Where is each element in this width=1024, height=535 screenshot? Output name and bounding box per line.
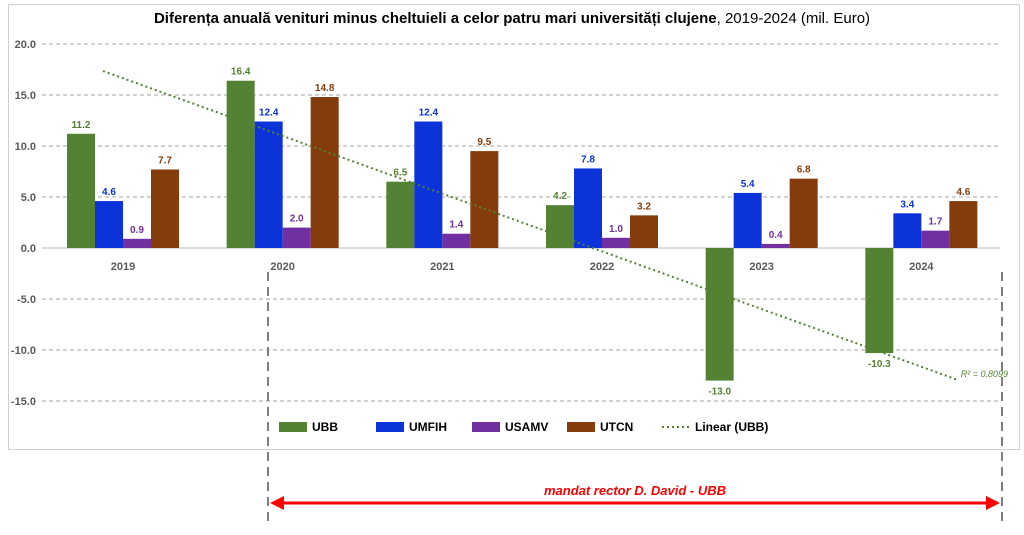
data-label-ubb-2019: 11.2 <box>72 120 91 131</box>
data-label-umfih-2022: 7.8 <box>581 154 595 165</box>
data-label-usamv-2024: 1.7 <box>928 217 942 228</box>
data-label-usamv-2022: 1.0 <box>609 224 623 235</box>
y-tick-label: 15.0 <box>15 90 36 102</box>
y-tick-label: -10.0 <box>11 345 36 357</box>
bar-usamv-2020 <box>282 227 311 248</box>
mandate-label: mandat rector D. David - UBB <box>544 483 726 498</box>
bar-usamv-2022 <box>602 237 630 248</box>
bar-utcn-2020 <box>310 97 339 248</box>
data-label-umfih-2021: 12.4 <box>419 108 439 119</box>
bar-usamv-2024 <box>921 230 950 248</box>
bar-utcn-2019 <box>151 169 179 248</box>
legend-label: UMFIH <box>409 420 447 434</box>
data-label-ubb-2020: 16.4 <box>231 67 251 78</box>
bar-ubb-2021 <box>386 181 415 248</box>
data-label-umfih-2023: 5.4 <box>741 179 755 190</box>
data-label-utcn-2023: 6.8 <box>797 165 811 176</box>
arrow-right-icon <box>986 496 1000 510</box>
bar-ubb-2020 <box>226 80 255 248</box>
bar-ubb-2023 <box>705 248 734 381</box>
x-tick-label: 2021 <box>430 261 454 273</box>
arrow-left-icon <box>270 496 284 510</box>
bar-utcn-2024 <box>949 201 978 248</box>
legend: UBB UMFIH USAMV UTCN Linear (UBB) <box>279 420 768 434</box>
data-labels: 11.2 4.6 0.9 7.7 2019 16.4 12.4 2.0 14.8 2020 6.5 1… <box>72 67 971 398</box>
data-label-usamv-2023: 0.4 <box>769 230 783 241</box>
x-tick-label: 2022 <box>590 261 614 273</box>
bar-umfih-2020 <box>254 121 283 248</box>
gridlines: 20.0 15.0 10.0 5.0 0.0 -5.0 -10.0 -15.0 <box>11 39 1000 408</box>
y-tick-label: -5.0 <box>17 294 36 306</box>
legend-swatch-utcn <box>567 422 595 432</box>
legend-swatch-usamv <box>472 422 500 432</box>
data-label-utcn-2021: 9.5 <box>477 137 491 148</box>
y-tick-label: -15.0 <box>11 396 36 408</box>
bar-ubb-2019 <box>67 133 95 248</box>
data-label-usamv-2020: 2.0 <box>290 214 304 225</box>
x-tick-label: 2019 <box>111 261 135 273</box>
chart-title: Diferența anuală venituri minus cheltuie… <box>0 10 1024 27</box>
bar-ubb-2022 <box>546 205 574 248</box>
data-label-utcn-2022: 3.2 <box>637 201 651 212</box>
data-label-utcn-2024: 4.6 <box>956 187 970 198</box>
data-label-ubb-2021: 6.5 <box>393 168 407 179</box>
trendline-group: R² = 0.8099 <box>102 70 1008 381</box>
x-tick-label: 2024 <box>909 261 934 273</box>
trendline <box>102 70 957 381</box>
bar-usamv-2019 <box>123 238 151 248</box>
bar-ubb-2024 <box>865 248 894 354</box>
chart-title-main: Diferența anuală venituri minus cheltuie… <box>153 10 717 27</box>
bars <box>67 80 978 381</box>
data-label-usamv-2019: 0.9 <box>130 225 144 236</box>
bar-utcn-2023 <box>789 178 818 248</box>
bar-utcn-2021 <box>470 151 499 248</box>
data-label-umfih-2019: 4.6 <box>102 187 116 198</box>
bar-umfih-2022 <box>574 168 602 248</box>
data-label-utcn-2020: 14.8 <box>315 83 335 94</box>
bar-utcn-2022 <box>630 215 658 248</box>
legend-label: UBB <box>312 420 338 434</box>
legend-swatch-umfih <box>376 422 404 432</box>
data-label-ubb-2023: -13.0 <box>708 387 731 398</box>
data-label-umfih-2020: 12.4 <box>259 108 279 119</box>
r-squared-label: R² = 0.8099 <box>961 369 1008 379</box>
legend-swatch-ubb <box>279 422 307 432</box>
x-tick-label: 2020 <box>270 261 294 273</box>
legend-label: USAMV <box>505 420 548 434</box>
y-tick-label: 10.0 <box>15 141 36 153</box>
bar-usamv-2021 <box>442 233 471 248</box>
data-label-usamv-2021: 1.4 <box>449 220 463 231</box>
y-tick-label: 0.0 <box>21 243 36 255</box>
data-label-ubb-2024: -10.3 <box>868 359 891 370</box>
y-tick-label: 20.0 <box>15 39 36 51</box>
legend-label: UTCN <box>600 420 633 434</box>
bar-umfih-2024 <box>893 213 922 248</box>
data-label-umfih-2024: 3.4 <box>900 199 914 210</box>
annotation-group: mandat rector D. David - UBB <box>267 272 1003 522</box>
y-tick-label: 5.0 <box>21 192 36 204</box>
legend-label: Linear (UBB) <box>695 420 768 434</box>
chart-title-suffix: , 2019-2024 (mil. Euro) <box>716 10 871 27</box>
bar-usamv-2023 <box>761 243 790 248</box>
data-label-utcn-2019: 7.7 <box>158 155 172 166</box>
x-tick-label: 2023 <box>749 261 773 273</box>
bar-umfih-2019 <box>95 201 123 248</box>
data-label-ubb-2022: 4.2 <box>553 191 567 202</box>
bar-umfih-2023 <box>733 192 762 248</box>
